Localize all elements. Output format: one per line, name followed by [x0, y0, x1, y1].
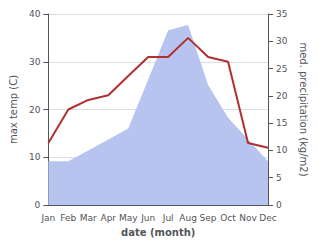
svg-text:5: 5 — [276, 173, 282, 183]
svg-text:10: 10 — [29, 152, 41, 162]
svg-text:Jan: Jan — [40, 213, 55, 223]
svg-text:Dec: Dec — [259, 213, 276, 223]
svg-text:30: 30 — [29, 57, 41, 67]
svg-text:25: 25 — [276, 64, 287, 74]
svg-text:Apr: Apr — [100, 213, 116, 223]
svg-text:20: 20 — [29, 105, 41, 115]
svg-text:max temp (C): max temp (C) — [8, 75, 19, 144]
svg-text:40: 40 — [29, 9, 41, 19]
svg-text:10: 10 — [276, 145, 288, 155]
svg-text:20: 20 — [276, 91, 288, 101]
svg-text:Oct: Oct — [220, 213, 236, 223]
svg-text:Sep: Sep — [200, 213, 217, 223]
svg-text:May: May — [119, 213, 138, 223]
svg-text:0: 0 — [276, 200, 282, 210]
svg-text:30: 30 — [276, 36, 288, 46]
svg-text:date (month): date (month) — [121, 227, 195, 238]
svg-text:Jul: Jul — [162, 213, 174, 223]
svg-text:0: 0 — [35, 200, 41, 210]
svg-text:Jun: Jun — [140, 213, 155, 223]
svg-text:med. precipitation (kg/m2): med. precipitation (kg/m2) — [298, 42, 309, 176]
svg-text:15: 15 — [276, 118, 287, 128]
svg-text:Feb: Feb — [60, 213, 76, 223]
svg-text:Nov: Nov — [239, 213, 257, 223]
svg-text:Mar: Mar — [80, 213, 97, 223]
svg-text:35: 35 — [276, 9, 287, 19]
svg-text:Aug: Aug — [179, 213, 197, 223]
